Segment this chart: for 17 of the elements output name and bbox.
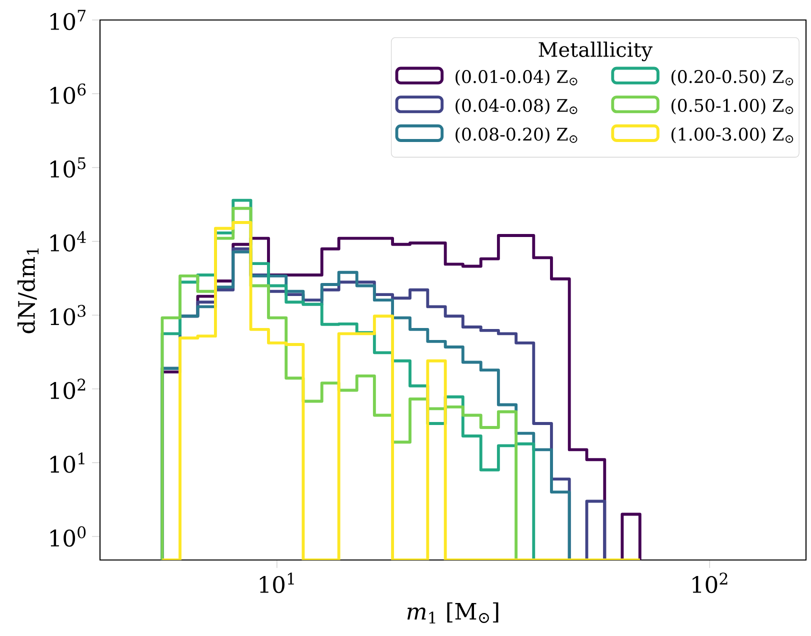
- y-tick-label: 10$^{2}$: [50, 378, 86, 400]
- y-tick-label: 10$^{6}$: [50, 84, 86, 104]
- y-tick-label: 10$^{5}$: [50, 157, 86, 178]
- x-axis-title: m$_{1}$ [M$_{⊙}$]: [407, 602, 498, 624]
- legend-label: (1.00-3.00) Z$_{⊙}$: [671, 127, 794, 144]
- legend-title: Metalllicity: [538, 42, 653, 62]
- legend-label: (0.50-1.00) Z$_{⊙}$: [671, 98, 794, 114]
- y-tick-label: 10$^{1}$: [50, 452, 84, 473]
- legend-label: (0.04-0.08) Z$_{⊙}$: [456, 98, 578, 114]
- y-tick-label: 10$^{0}$: [50, 526, 86, 547]
- y-tick-label: 10$^{4}$: [50, 231, 86, 252]
- legend-label: (0.08-0.20) Z$_{⊙}$: [456, 127, 578, 144]
- legend-label: (0.20-0.50) Z$_{⊙}$: [671, 70, 794, 86]
- y-axis-title: dN/dm$_{1}$: [17, 248, 39, 334]
- y-tick-label: 10$^{3}$: [50, 304, 86, 326]
- legend-label: (0.01-0.04) Z$_{⊙}$: [456, 70, 578, 86]
- y-tick-label: 10$^{7}$: [50, 10, 86, 30]
